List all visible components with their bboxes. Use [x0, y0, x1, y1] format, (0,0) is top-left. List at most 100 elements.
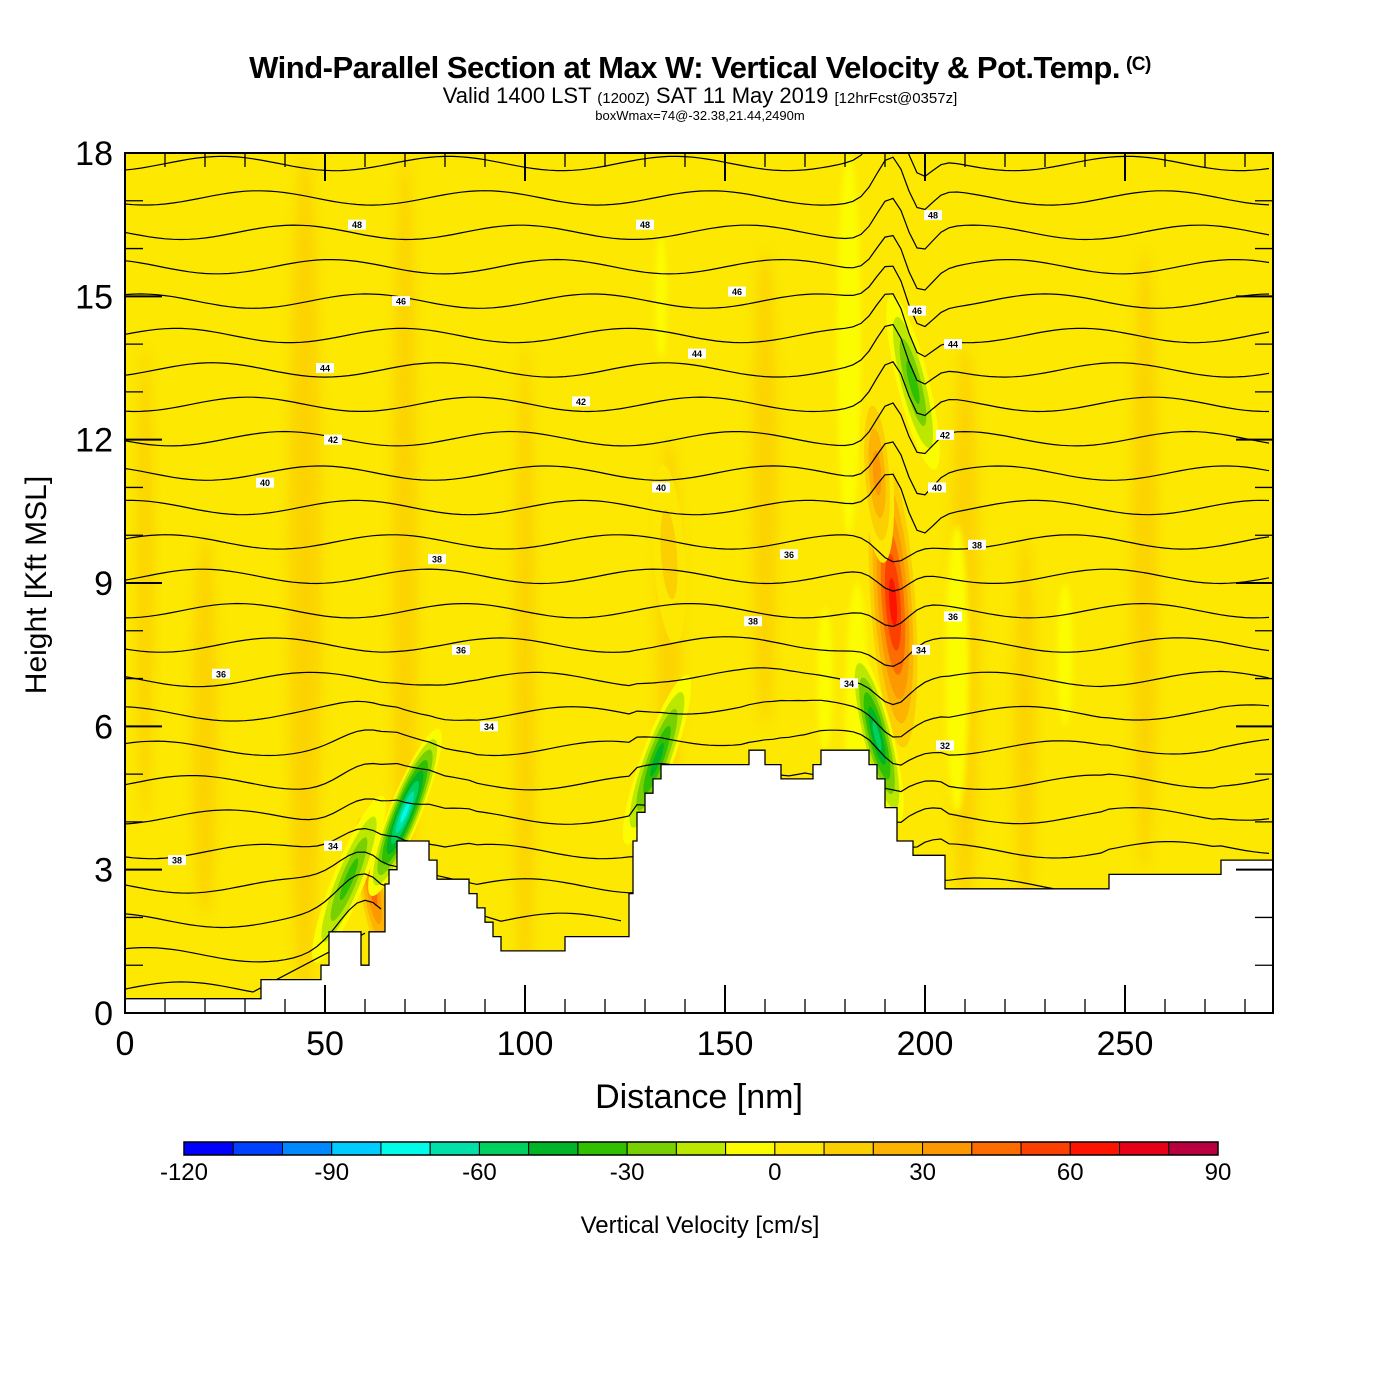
contour-label-bg: [936, 429, 954, 440]
contour-label-text: 48: [640, 220, 650, 230]
vv-feature-downdraft: [622, 675, 692, 845]
contour-label: 36: [944, 611, 962, 622]
contour-label: 42: [324, 434, 342, 445]
theta-contour-line: [125, 473, 1270, 534]
contour-label: 34: [912, 644, 930, 655]
contour-label-text: 44: [692, 349, 702, 359]
contour-label-text: 46: [732, 287, 742, 297]
theta-contour-line: [125, 873, 622, 929]
theta-contours: [125, 153, 1270, 993]
contour-label-text: 38: [172, 856, 182, 866]
colorbar-swatch: [1119, 1141, 1170, 1156]
contour-label: 48: [348, 219, 366, 230]
contour-label-text: 40: [932, 483, 942, 493]
vv-feature-updraft: [651, 464, 687, 645]
contour-label-text: 46: [396, 297, 406, 307]
chart-title-text: Wind-Parallel Section at Max W: Vertical…: [249, 50, 1120, 85]
contour-label-text: 34: [844, 679, 854, 689]
contour-label-bg: [316, 363, 334, 373]
valid-time: Valid 1400 LST: [442, 83, 592, 108]
colorbar-tick-label: -30: [610, 1159, 645, 1186]
forecast-info: [12hrFcst@0357z]: [834, 90, 958, 107]
theta-contour-line: [125, 729, 1270, 766]
contour-label: 42: [936, 429, 954, 440]
contour-label-bg: [324, 434, 342, 445]
vv-contour-fill: [650, 742, 664, 777]
contour-labels: 38 34 36 36 34 38 40 42 44 46 48 42 40 38 36 44 46 48 34 34…: [168, 210, 986, 866]
y-tick-label: 18: [75, 135, 113, 173]
theta-contour-line: [125, 361, 1270, 417]
contour-label-text: 34: [916, 645, 926, 655]
contour-label-bg: [928, 482, 946, 493]
colorbar-swatch: [1020, 1141, 1071, 1156]
contour-label: 44: [688, 348, 706, 359]
contour-label-text: 34: [328, 841, 338, 851]
chart-title: Wind-Parallel Section at Max W: Vertical…: [0, 50, 1400, 86]
contour-label-bg: [728, 286, 746, 297]
contour-label-bg: [168, 855, 186, 866]
vv-weak-downdraft: [945, 525, 969, 813]
contour-label-bg: [212, 668, 230, 679]
colorbar-swatch: [1069, 1141, 1121, 1156]
contour-label-bg: [652, 482, 670, 493]
contour-label: 48: [924, 210, 942, 221]
contour-label: 36: [780, 549, 798, 560]
x-tick-label: 150: [697, 1025, 754, 1063]
theta-contour-line: [125, 636, 1270, 668]
vv-weak-downdraft: [655, 234, 667, 359]
x-tick-label: 50: [306, 1025, 344, 1063]
colorbar-swatch: [823, 1141, 874, 1156]
colorbar-swatch: [922, 1141, 973, 1156]
theta-contour-line: [125, 156, 1270, 211]
contour-label-text: 32: [940, 741, 950, 751]
colorbar-tick-label: 30: [909, 1159, 936, 1186]
vv-band: [193, 535, 217, 918]
x-tick-label: 250: [1097, 1025, 1154, 1063]
contour-label: 32: [936, 740, 954, 751]
contour-label-text: 38: [748, 617, 758, 627]
colorbar-tick-label: -90: [314, 1159, 349, 1186]
vv-band: [1015, 535, 1035, 918]
vv-contour-fill: [872, 721, 882, 751]
x-axis-label: Distance [nm]: [595, 1078, 803, 1116]
colorbar-swatch: [626, 1141, 677, 1156]
y-tick-label: 0: [94, 995, 113, 1033]
contour-label: 40: [652, 482, 670, 493]
contour-label: 34: [840, 678, 858, 689]
contour-label: 46: [908, 305, 926, 316]
terrain-profile: [125, 749, 1273, 1013]
contour-label-text: 44: [320, 364, 330, 374]
colorbar-swatch: [872, 1141, 924, 1156]
contour-label-text: 36: [948, 612, 958, 622]
colorbar-swatch: [971, 1141, 1022, 1156]
colorbar-tick-label: 0: [768, 1159, 781, 1186]
contour-label-text: 36: [456, 645, 466, 655]
colorbar-swatch: [183, 1141, 234, 1156]
vv-contour-fill: [660, 509, 678, 600]
theta-contour-line: [125, 762, 1270, 793]
contour-label-bg: [968, 539, 986, 550]
colorbar-swatch: [1168, 1141, 1219, 1156]
contour-label-text: 46: [912, 306, 922, 316]
contour-label: 36: [452, 644, 470, 655]
y-tick-label: 3: [94, 852, 113, 890]
contour-label-bg: [452, 644, 470, 655]
contour-label: 42: [572, 396, 590, 407]
vv-band: [753, 248, 777, 727]
contour-label-text: 42: [328, 435, 338, 445]
colorbar-swatch: [675, 1141, 727, 1156]
contour-label: 48: [636, 219, 654, 230]
terrain-mask: [125, 749, 1273, 1013]
colorbar-frame: [183, 1141, 1219, 1156]
y-tick-label: 12: [75, 422, 113, 460]
colorbar-swatch: [577, 1141, 628, 1156]
colorbar-tick-label: 90: [1205, 1159, 1232, 1186]
colorbar-swatch: [281, 1141, 333, 1156]
x-tick-label: 200: [897, 1025, 954, 1063]
contour-label-bg: [348, 219, 366, 230]
theta-contour-line: [125, 602, 1270, 628]
contour-label: 36: [212, 668, 230, 679]
y-tick-label: 6: [94, 708, 113, 746]
contour-label-text: 44: [948, 340, 958, 350]
vv-weak-downdraft: [817, 606, 833, 751]
